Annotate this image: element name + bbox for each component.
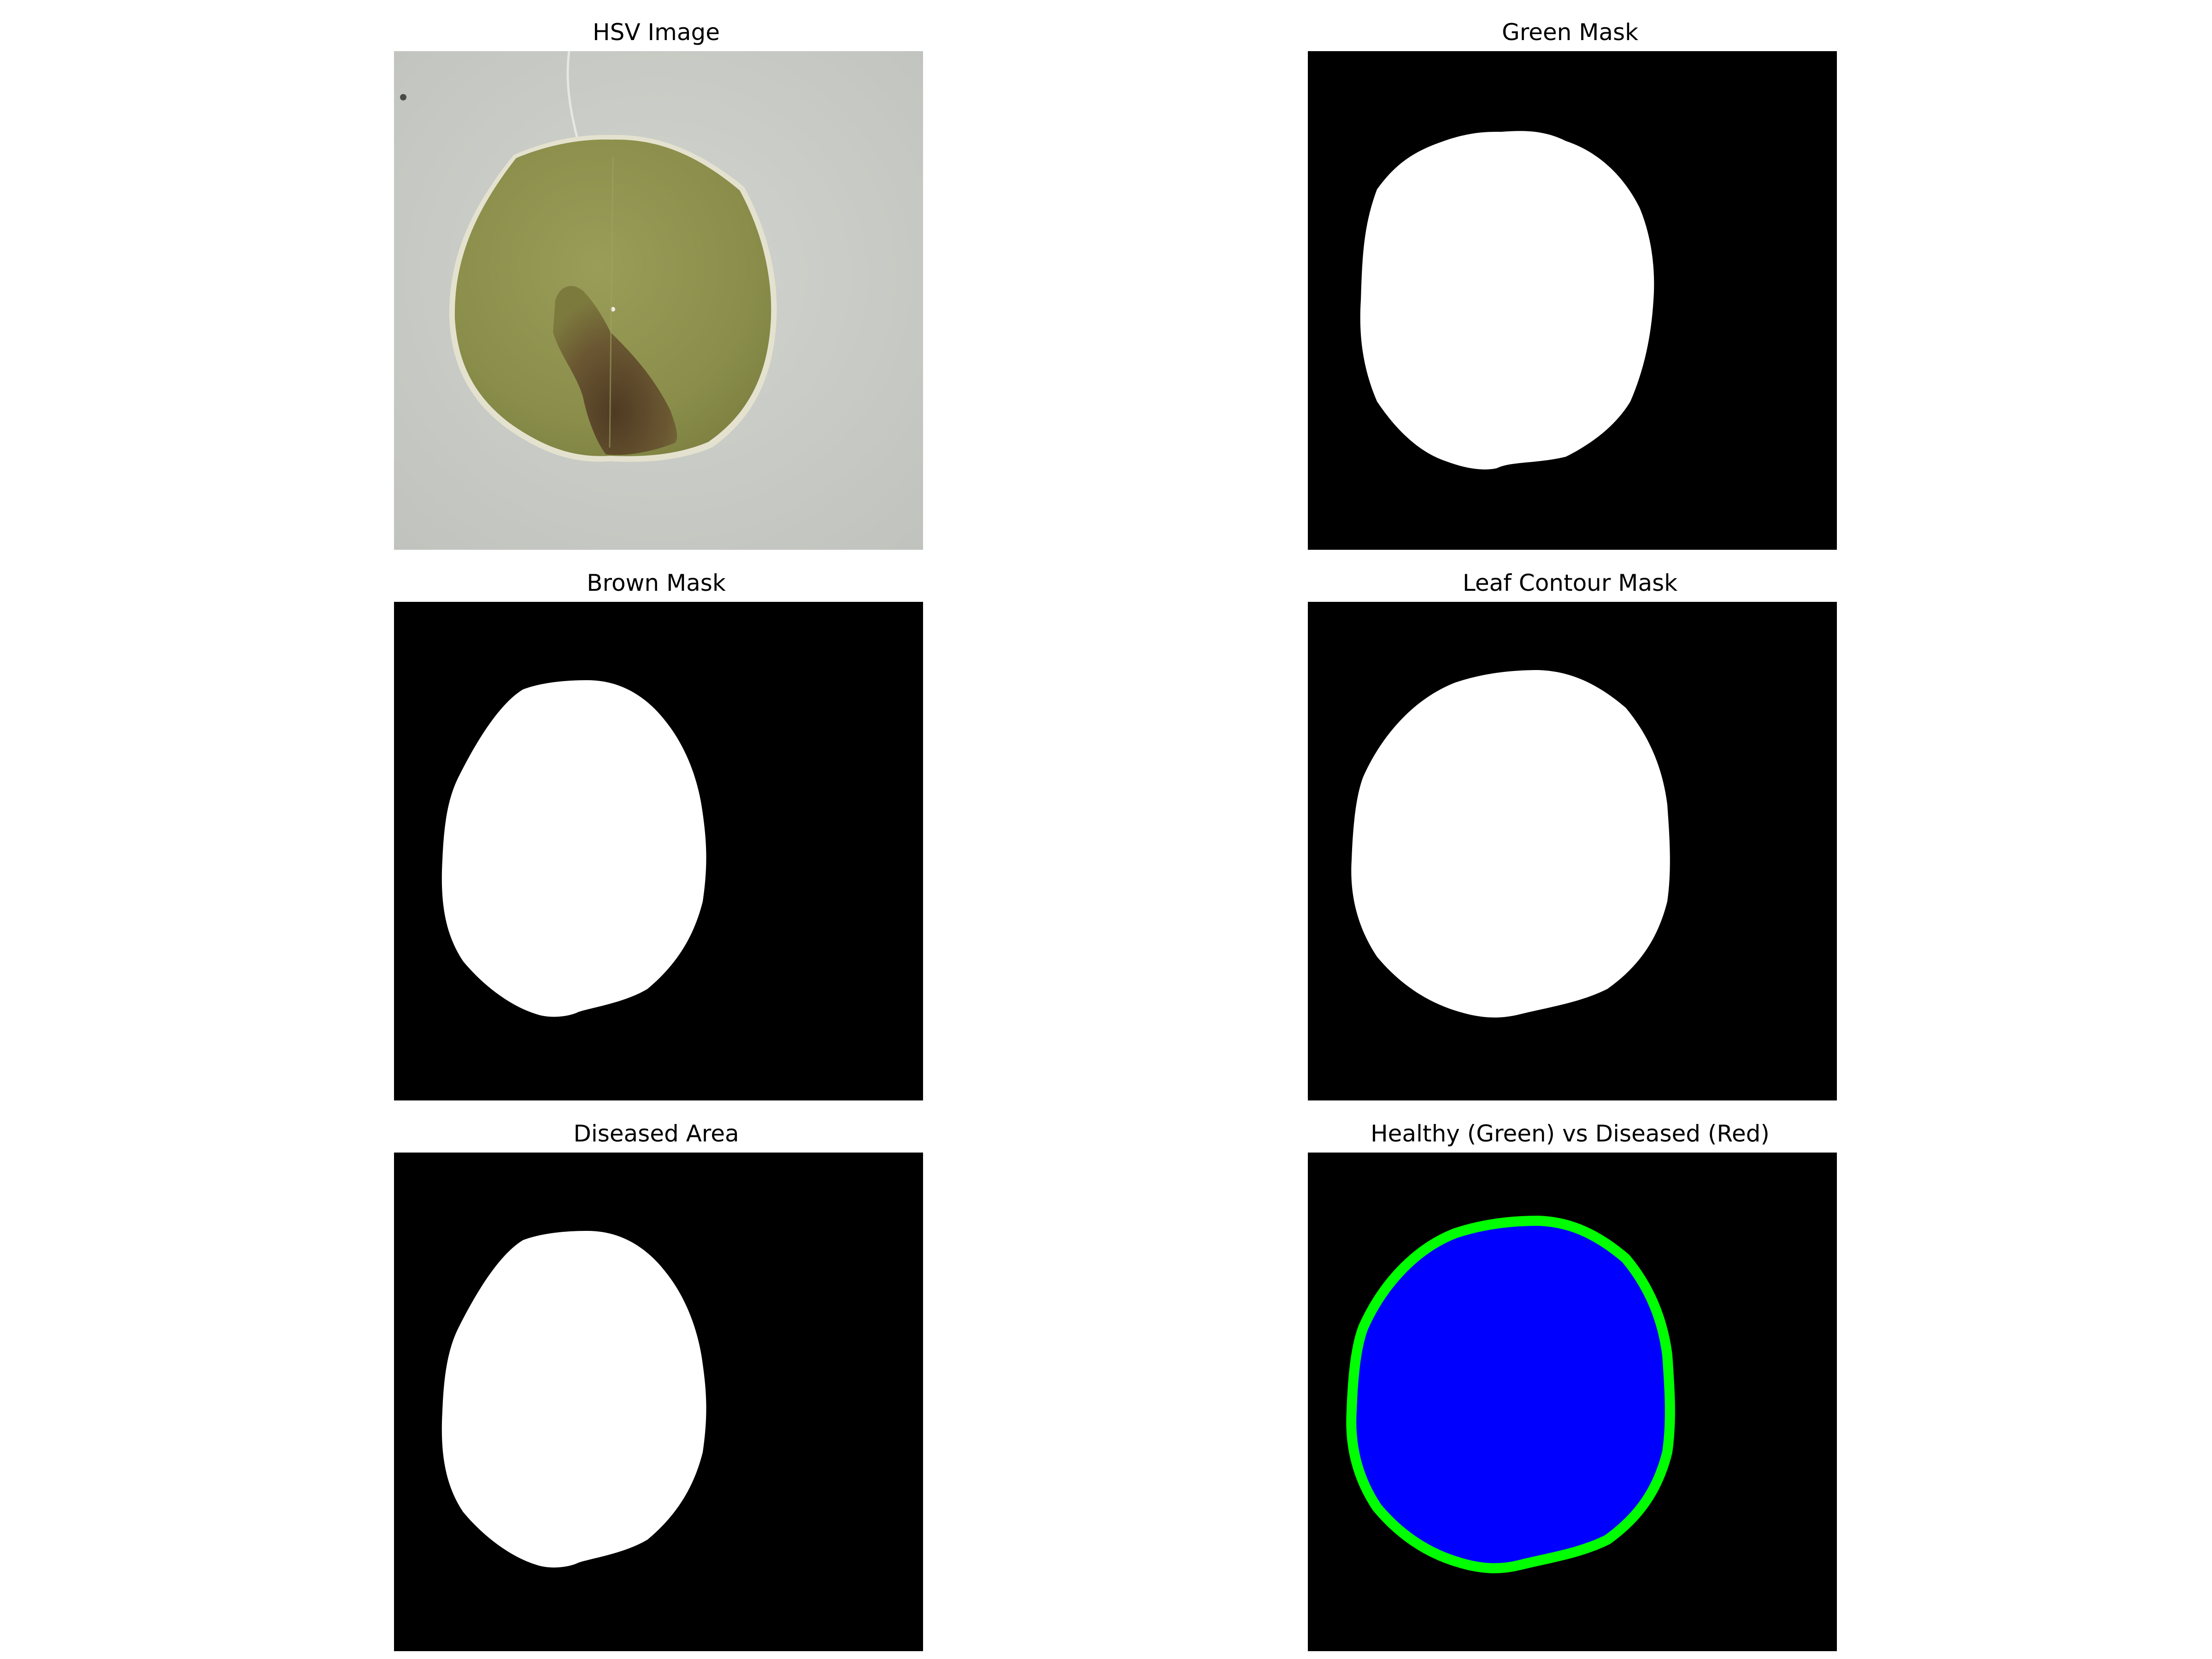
panel-title: Brown Mask xyxy=(587,570,726,596)
panel-title: Green Mask xyxy=(1501,19,1639,46)
leaf-contour-mask-image xyxy=(1308,602,1837,1100)
panel-title: Leaf Contour Mask xyxy=(1462,570,1678,596)
hsv-leaf-picture xyxy=(394,51,923,550)
overlay-shape xyxy=(1308,1153,1837,1651)
panel-title: Healthy (Green) vs Diseased (Red) xyxy=(1371,1120,1770,1147)
green-mask-image xyxy=(1308,51,1837,550)
brown-mask-image xyxy=(394,602,923,1100)
panel-title: HSV Image xyxy=(592,19,720,46)
panel-title: Diseased Area xyxy=(573,1120,739,1147)
brown-mask-shape xyxy=(394,602,923,1100)
diseased-area-image xyxy=(394,1153,923,1651)
green-mask-shape xyxy=(1308,51,1837,550)
diseased-area-shape xyxy=(394,1153,923,1651)
leaf-contour-shape xyxy=(1308,602,1837,1100)
hsv-leaf-image xyxy=(394,51,923,550)
overlay-image xyxy=(1308,1153,1837,1651)
